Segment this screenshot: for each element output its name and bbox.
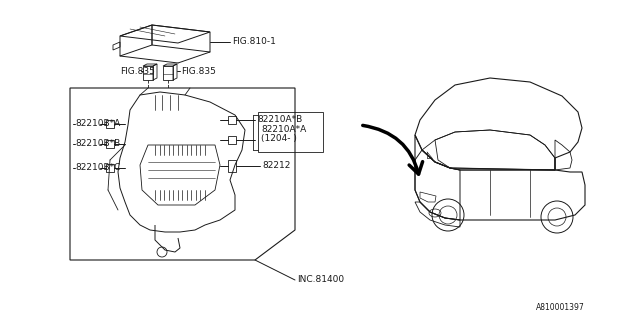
Text: A810001397: A810001397 bbox=[536, 303, 585, 313]
Bar bbox=[228, 116, 236, 124]
Bar bbox=[143, 66, 153, 80]
Bar bbox=[228, 160, 236, 172]
Text: FIG.810-1: FIG.810-1 bbox=[232, 37, 276, 46]
Bar bbox=[106, 120, 114, 128]
Text: 82210B*B: 82210B*B bbox=[75, 140, 120, 148]
Text: 82212: 82212 bbox=[262, 162, 291, 171]
Text: FIG.835: FIG.835 bbox=[181, 67, 216, 76]
Bar bbox=[228, 136, 236, 144]
Text: 82210B*A: 82210B*A bbox=[75, 119, 120, 129]
Text: FIG.835: FIG.835 bbox=[120, 67, 155, 76]
Bar bbox=[106, 140, 114, 148]
Bar bbox=[106, 164, 114, 172]
Text: 82210A*B: 82210A*B bbox=[257, 116, 302, 124]
Text: INC.81400: INC.81400 bbox=[297, 276, 344, 284]
Bar bbox=[163, 66, 173, 80]
Text: 82210B*C: 82210B*C bbox=[75, 164, 120, 172]
FancyArrowPatch shape bbox=[363, 125, 422, 174]
Text: (1204- ): (1204- ) bbox=[261, 134, 297, 143]
Text: 82210A*A: 82210A*A bbox=[261, 124, 307, 133]
Bar bbox=[258, 112, 323, 152]
